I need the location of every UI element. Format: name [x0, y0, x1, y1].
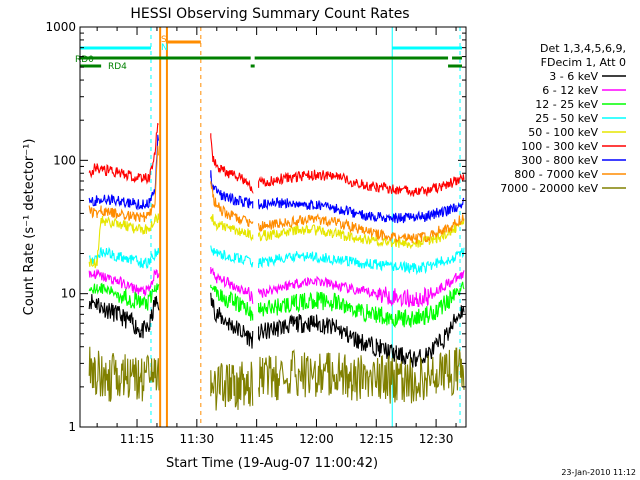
flag-bars: SN RD0 RD4 [75, 35, 463, 72]
y-axis-label: Count Rate (s⁻¹ detector⁻¹) [22, 139, 37, 316]
legend-label-8: 7000 - 20000 keV [500, 182, 598, 195]
x-tick-label-2: 11:45 [239, 432, 274, 446]
footer-timestamp: 23-Jan-2010 11:12 [561, 468, 636, 477]
x-tick-label-4: 12:15 [359, 432, 394, 446]
series-line-1 [88, 267, 465, 308]
x-tick-label-5: 12:30 [419, 432, 454, 446]
series-line-8 [88, 346, 465, 411]
y-tick-label-1: 10 [61, 287, 76, 301]
legend-header-0: Det 1,3,4,5,6,9, [540, 42, 626, 55]
series-line-0 [88, 292, 465, 368]
flag-label-rd4: RD4 [108, 62, 127, 72]
legend-label-0: 3 - 6 keV [549, 70, 598, 83]
flag-label-s: S [161, 35, 167, 45]
series-line-4 [88, 213, 465, 269]
x-tick-label-3: 12:00 [299, 432, 334, 446]
y-tick-label-0: 1 [68, 420, 76, 434]
axes: 11:15 11:30 11:45 12:00 12:15 12:30 1 10 100 1000 [45, 20, 466, 446]
legend-header-1: FDecim 1, Att 0 [541, 56, 626, 69]
legend-label-7: 800 - 7000 keV [514, 168, 598, 181]
legend-label-2: 12 - 25 keV [535, 98, 598, 111]
series-line-2 [88, 281, 465, 328]
legend-label-1: 6 - 12 keV [542, 84, 598, 97]
legend-label-6: 300 - 800 keV [521, 154, 598, 167]
x-axis-label: Start Time (19-Aug-07 11:00:42) [166, 456, 378, 471]
x-tick-label-0: 11:15 [120, 432, 155, 446]
series-line-3 [88, 245, 465, 276]
flag-label-n: N [161, 43, 168, 53]
y-tick-label-3: 1000 [45, 20, 76, 34]
flag-label-rd0: RD0 [75, 55, 94, 65]
legend-label-3: 25 - 50 keV [535, 112, 598, 125]
legend-label-4: 50 - 100 keV [528, 126, 598, 139]
series-line-5 [88, 123, 465, 198]
y-tick-label-2: 100 [53, 153, 76, 167]
series-group [88, 123, 465, 411]
plot-frame [79, 26, 467, 428]
legend-label-5: 100 - 300 keV [521, 140, 598, 153]
chart-title: HESSI Observing Summary Count Rates [130, 6, 409, 22]
x-tick-label-1: 11:30 [180, 432, 215, 446]
series-line-7 [88, 145, 464, 245]
legend: Det 1,3,4,5,6,9,FDecim 1, Att 03 - 6 keV… [500, 42, 626, 195]
series-line-6 [88, 134, 465, 224]
